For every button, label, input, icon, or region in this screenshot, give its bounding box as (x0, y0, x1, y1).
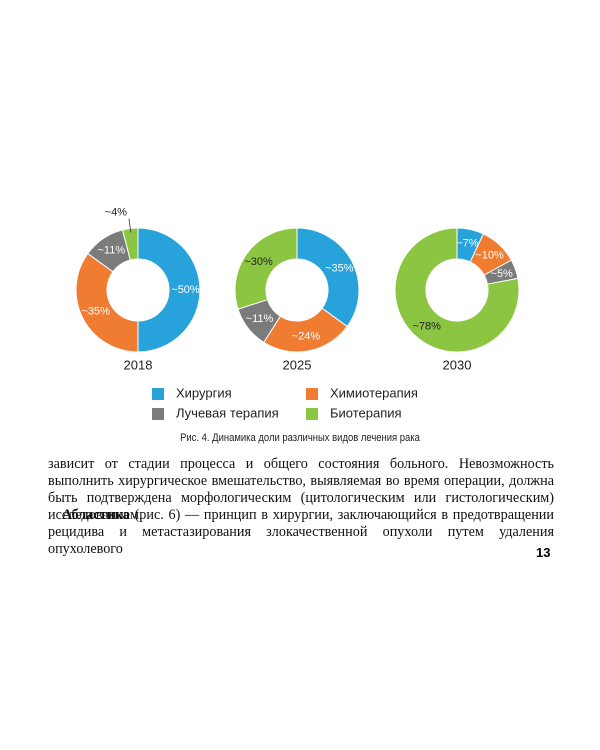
bold-term: Абластика (62, 507, 130, 523)
legend-swatch (152, 388, 164, 400)
value-label: ~35% (325, 262, 354, 274)
donut-segment (234, 227, 298, 310)
value-label: ~24% (292, 331, 321, 343)
value-label: ~11% (246, 313, 274, 325)
paragraph: зависит от стадии процесса и общего сост… (48, 456, 554, 523)
value-label: ~50% (171, 284, 200, 296)
value-label: ~4% (105, 206, 128, 218)
paragraph: Абластика (рис. 6) — принцип в хирургии,… (48, 507, 554, 558)
value-label: ~5% (491, 268, 514, 280)
leader-line (128, 218, 132, 233)
legend-swatch (306, 388, 318, 400)
value-label: ~30% (244, 256, 273, 268)
legend-swatch (152, 408, 164, 420)
chart-year-label: 2030 (443, 357, 472, 372)
donut-segment (137, 227, 201, 353)
legend-label: Лучевая терапия (176, 405, 279, 420)
chart-year-label: 2025 (283, 357, 312, 372)
donut-segment (75, 252, 139, 353)
donut-segment (394, 227, 520, 353)
donut-segment (296, 227, 360, 328)
paragraph-text: (рис. 6) — принцип в хирургии, заключающ… (48, 507, 554, 557)
chart-year-label: 2018 (124, 357, 153, 372)
figure-caption: Рис. 4. Динамика доли различных видов ле… (180, 432, 420, 444)
legend-label: Хирургия (176, 385, 232, 400)
legend-label: Химиотерапия (330, 385, 418, 400)
value-label: ~7% (456, 238, 479, 250)
donut-segment (121, 227, 139, 261)
legend-swatch (306, 408, 318, 420)
chart: ~50% ~35% ~11% ~4% 2018 ~35% ~24% ~11% ~30% 2025 ~… (75, 206, 520, 420)
page-number: 13 (536, 545, 551, 560)
value-label: ~78% (412, 321, 441, 333)
value-label: ~11% (97, 245, 125, 257)
value-label: ~10% (475, 249, 504, 261)
value-label: ~35% (81, 305, 110, 317)
legend-label: Биотерапия (330, 405, 402, 420)
